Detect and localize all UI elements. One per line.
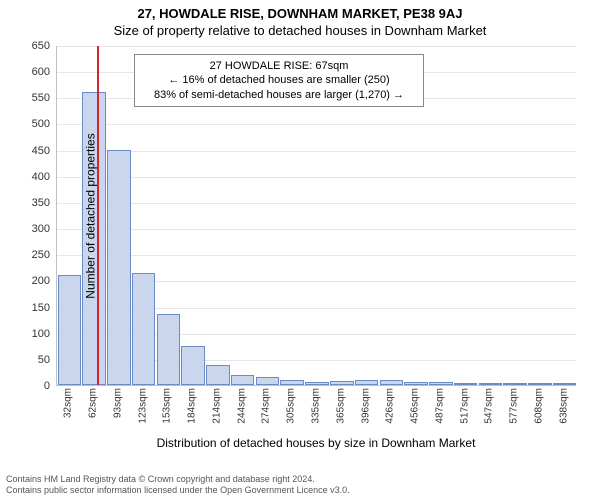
y-tick-label: 0: [10, 380, 50, 392]
page-title: 27, HOWDALE RISE, DOWNHAM MARKET, PE38 9…: [0, 0, 600, 21]
gridline: [57, 151, 576, 152]
x-tick-label: 608sqm: [533, 388, 544, 424]
annotation-line-2: ← 16% of detached houses are smaller (25…: [143, 73, 415, 87]
x-tick-label: 638sqm: [558, 388, 569, 424]
x-tick-label: 184sqm: [187, 388, 198, 424]
y-tick-label: 50: [10, 354, 50, 366]
histogram-bar: [58, 275, 82, 385]
y-tick-label: 550: [10, 92, 50, 104]
histogram-bar: [380, 380, 404, 385]
histogram-bar: [479, 383, 503, 385]
histogram-bar: [206, 365, 230, 385]
x-tick-label: 365sqm: [335, 388, 346, 424]
page-subtitle: Size of property relative to detached ho…: [0, 21, 600, 38]
histogram-bar: [157, 314, 181, 385]
histogram-bar: [181, 346, 205, 385]
gridline: [57, 255, 576, 256]
x-tick-label: 244sqm: [236, 388, 247, 424]
histogram-bar: [107, 150, 131, 385]
x-tick-label: 577sqm: [509, 388, 520, 424]
x-tick-label: 214sqm: [211, 388, 222, 424]
gridline: [57, 203, 576, 204]
gridline: [57, 229, 576, 230]
x-tick-label: 62sqm: [88, 388, 99, 418]
histogram-bar: [454, 383, 478, 385]
x-tick-label: 274sqm: [261, 388, 272, 424]
y-tick-label: 400: [10, 171, 50, 183]
annotation-box: 27 HOWDALE RISE: 67sqm ← 16% of detached…: [134, 54, 424, 107]
gridline: [57, 124, 576, 125]
y-tick-label: 450: [10, 145, 50, 157]
histogram-chart: Number of detached properties Distributi…: [56, 46, 576, 386]
x-tick-label: 547sqm: [484, 388, 495, 424]
x-tick-label: 32sqm: [63, 388, 74, 418]
x-tick-label: 517sqm: [459, 388, 470, 424]
x-tick-label: 456sqm: [410, 388, 421, 424]
histogram-bar: [503, 383, 527, 385]
histogram-bar: [305, 382, 329, 385]
annotation-line-3: 83% of semi-detached houses are larger (…: [143, 88, 415, 102]
gridline: [57, 177, 576, 178]
histogram-bar: [280, 380, 304, 385]
y-tick-label: 600: [10, 66, 50, 78]
x-tick-label: 153sqm: [162, 388, 173, 424]
property-marker-line: [97, 46, 99, 385]
y-tick-label: 300: [10, 223, 50, 235]
gridline: [57, 46, 576, 47]
footer-line-2: Contains public sector information licen…: [6, 485, 350, 496]
histogram-bar: [132, 273, 156, 385]
x-axis-label: Distribution of detached houses by size …: [56, 436, 576, 450]
footer-line-1: Contains HM Land Registry data © Crown c…: [6, 474, 350, 485]
histogram-bar: [429, 382, 453, 385]
y-tick-label: 350: [10, 197, 50, 209]
x-tick-label: 487sqm: [434, 388, 445, 424]
x-tick-label: 396sqm: [360, 388, 371, 424]
y-tick-label: 200: [10, 275, 50, 287]
histogram-bar: [404, 382, 428, 385]
x-tick-label: 305sqm: [286, 388, 297, 424]
y-tick-label: 500: [10, 118, 50, 130]
histogram-bar: [231, 375, 255, 385]
histogram-bar: [553, 383, 577, 385]
histogram-bar: [330, 381, 354, 385]
y-tick-label: 250: [10, 249, 50, 261]
footer-attribution: Contains HM Land Registry data © Crown c…: [6, 474, 350, 497]
x-tick-label: 123sqm: [137, 388, 148, 424]
x-tick-label: 426sqm: [385, 388, 396, 424]
x-tick-label: 335sqm: [311, 388, 322, 424]
y-axis-label: Number of detached properties: [84, 133, 98, 298]
x-tick-label: 93sqm: [112, 388, 123, 418]
histogram-bar: [256, 377, 280, 385]
histogram-bar: [528, 383, 552, 385]
histogram-bar: [355, 380, 379, 385]
y-tick-label: 650: [10, 40, 50, 52]
annotation-line-1: 27 HOWDALE RISE: 67sqm: [143, 59, 415, 73]
y-tick-label: 100: [10, 328, 50, 340]
y-tick-label: 150: [10, 302, 50, 314]
